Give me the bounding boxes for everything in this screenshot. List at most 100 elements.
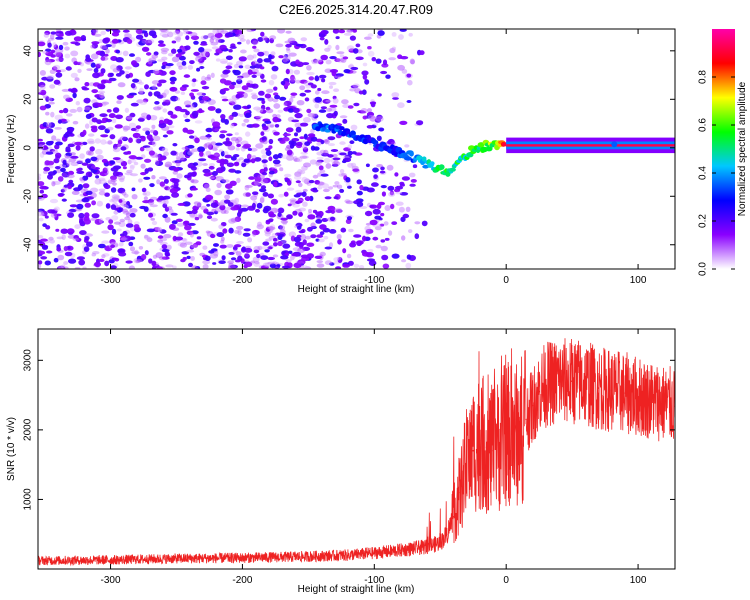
noise-speck (80, 188, 86, 194)
noise-speck (210, 217, 218, 222)
noise-speck (260, 149, 267, 155)
noise-speck (250, 195, 258, 201)
noise-speck (112, 182, 117, 186)
y-tick-label: -20 (23, 189, 34, 204)
noise-speck (126, 116, 133, 120)
noise-speck (381, 254, 389, 261)
signal-blob (438, 164, 445, 170)
noise-speck (156, 266, 163, 269)
noise-speck (200, 205, 207, 211)
noise-speck (268, 170, 275, 175)
noise-speck (202, 245, 208, 250)
noise-speck (259, 177, 269, 184)
noise-speck (210, 141, 217, 145)
noise-speck (97, 90, 106, 94)
noise-speck (122, 166, 127, 170)
noise-speck (189, 135, 195, 139)
noise-speck (167, 110, 174, 116)
noise-speck (189, 32, 198, 37)
noise-speck (122, 210, 131, 215)
x-tick-label: -300 (101, 275, 121, 286)
noise-speck (135, 259, 141, 263)
noise-speck (94, 138, 102, 144)
noise-speck (274, 124, 280, 128)
noise-speck (47, 97, 53, 102)
noise-speck (151, 54, 158, 59)
noise-speck (355, 56, 364, 61)
noise-speck (230, 264, 238, 269)
noise-speck (135, 156, 144, 160)
noise-speck (273, 242, 278, 247)
noise-speck (215, 108, 222, 114)
noise-speck (213, 243, 219, 247)
noise-speck (375, 58, 382, 64)
noise-speck (144, 250, 149, 256)
noise-speck (259, 66, 265, 70)
colorbar-tick-label: 0.8 (698, 70, 709, 84)
noise-speck (282, 220, 288, 226)
noise-speck (159, 29, 168, 32)
noise-speck (128, 265, 135, 269)
noise-speck (269, 225, 274, 232)
noise-speck (38, 88, 42, 94)
noise-speck (163, 151, 170, 157)
noise-speck (369, 116, 377, 122)
noise-speck (149, 204, 158, 208)
noise-speck (210, 175, 217, 181)
noise-speck (335, 73, 344, 77)
noise-speck (196, 236, 202, 240)
noise-speck (101, 101, 110, 106)
noise-speck (295, 43, 304, 47)
noise-speck (128, 155, 137, 160)
noise-speck (319, 74, 327, 79)
noise-speck (230, 206, 238, 211)
noise-speck (302, 144, 308, 150)
noise-speck (110, 64, 118, 71)
noise-speck (222, 179, 230, 183)
noise-speck (181, 146, 189, 150)
noise-speck (105, 48, 110, 54)
noise-speck (139, 146, 145, 152)
noise-speck (114, 207, 120, 211)
noise-speck (247, 154, 253, 159)
noise-speck (205, 127, 213, 133)
noise-speck (41, 193, 48, 199)
noise-speck (183, 220, 190, 225)
noise-speck (87, 140, 95, 145)
noise-speck (149, 86, 158, 90)
noise-speck (223, 210, 229, 214)
snr-point (399, 549, 402, 551)
noise-speck (289, 40, 298, 46)
noise-speck (172, 143, 178, 147)
noise-speck (202, 163, 208, 166)
noise-speck (299, 92, 307, 97)
noise-speck (38, 217, 44, 222)
noise-speck (48, 101, 55, 105)
snr-point (373, 552, 376, 554)
noise-speck (332, 161, 341, 166)
noise-speck (397, 102, 405, 109)
noise-speck (68, 88, 73, 92)
noise-speck (57, 54, 64, 58)
noise-speck (138, 178, 143, 183)
noise-speck (119, 235, 127, 242)
noise-speck (207, 99, 216, 105)
noise-speck (102, 167, 108, 174)
noise-speck (264, 50, 269, 57)
noise-speck (219, 130, 228, 134)
noise-speck (321, 78, 326, 83)
noise-speck (155, 154, 161, 159)
noise-speck (200, 43, 208, 46)
noise-speck (298, 211, 303, 217)
noise-speck (208, 165, 215, 170)
noise-speck (174, 106, 182, 112)
noise-speck (189, 149, 195, 153)
noise-speck (172, 265, 177, 269)
noise-speck (58, 33, 64, 37)
noise-speck (131, 187, 136, 192)
noise-speck (241, 246, 246, 252)
noise-speck (72, 120, 79, 125)
noise-speck (161, 50, 168, 55)
noise-speck (316, 159, 324, 163)
noise-speck (148, 198, 154, 203)
